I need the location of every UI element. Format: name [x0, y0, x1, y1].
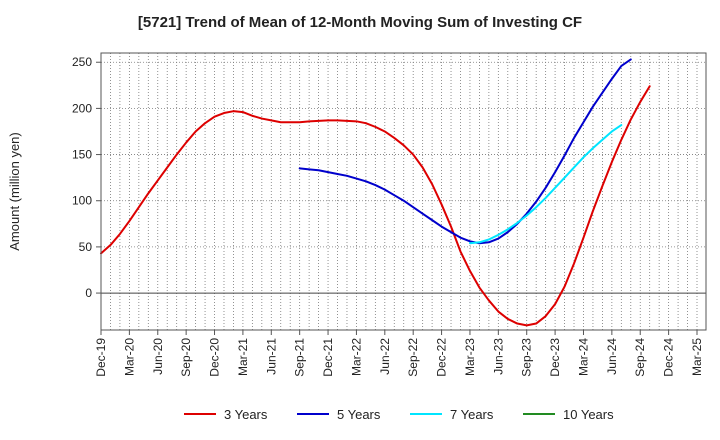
x-tick-label: Jun-20 — [151, 338, 165, 375]
y-tick-label: 200 — [72, 101, 92, 115]
y-tick-label: 100 — [72, 194, 92, 208]
chart-title: [5721] Trend of Mean of 12-Month Moving … — [137, 14, 583, 31]
series-layer — [100, 58, 651, 327]
x-tick-label: Dec-21 — [321, 338, 335, 377]
legend: 3 Years 5 Years 7 Years 10 Years — [184, 407, 614, 422]
y-tick-label: 150 — [72, 148, 92, 162]
x-tick-label: Dec-24 — [662, 338, 676, 377]
x-tick-label: Sep-22 — [406, 338, 420, 377]
series-line-5-years — [298, 58, 632, 245]
x-tick-label: Sep-23 — [520, 338, 534, 377]
x-axis-ticks: Dec-19 Mar-20 Jun-20 Sep-20 Dec-20 Mar-21 Jun-… — [94, 330, 704, 377]
y-tick-label: 250 — [72, 55, 92, 69]
x-tick-label: Mar-22 — [349, 338, 363, 376]
vertical-gridlines — [100, 53, 698, 330]
x-tick-label: Mar-20 — [122, 338, 136, 376]
x-tick-label: Dec-20 — [208, 338, 222, 377]
x-tick-label: Mar-21 — [236, 338, 250, 376]
x-tick-label: Dec-19 — [94, 338, 108, 377]
x-tick-label: Jun-21 — [264, 338, 278, 375]
series-line-7-years — [468, 124, 623, 245]
series-line-3-years — [100, 85, 651, 327]
x-tick-label: Mar-23 — [463, 338, 477, 376]
x-tick-label: Dec-23 — [548, 338, 562, 377]
x-tick-label: Mar-24 — [576, 338, 590, 376]
x-tick-label: Sep-24 — [633, 338, 647, 377]
x-tick-label: Sep-21 — [293, 338, 307, 377]
y-tick-label: 50 — [79, 240, 93, 254]
x-tick-label: Sep-20 — [179, 338, 193, 377]
legend-label: 10 Years — [563, 407, 614, 422]
legend-label: 3 Years — [224, 407, 268, 422]
x-tick-label: Jun-24 — [605, 338, 619, 375]
horizontal-gridlines — [101, 61, 706, 294]
y-tick-label: 0 — [85, 286, 92, 300]
x-tick-label: Dec-22 — [435, 338, 449, 377]
y-axis-label: Amount (million yen) — [7, 132, 22, 251]
legend-label: 7 Years — [450, 407, 494, 422]
legend-label: 5 Years — [337, 407, 381, 422]
plot-border — [100, 52, 707, 331]
x-tick-label: Mar-25 — [690, 338, 704, 376]
y-axis-ticks: 0 50 100 150 200 250 — [72, 55, 101, 300]
x-tick-label: Jun-22 — [378, 338, 392, 375]
x-tick-label: Jun-23 — [491, 338, 505, 375]
